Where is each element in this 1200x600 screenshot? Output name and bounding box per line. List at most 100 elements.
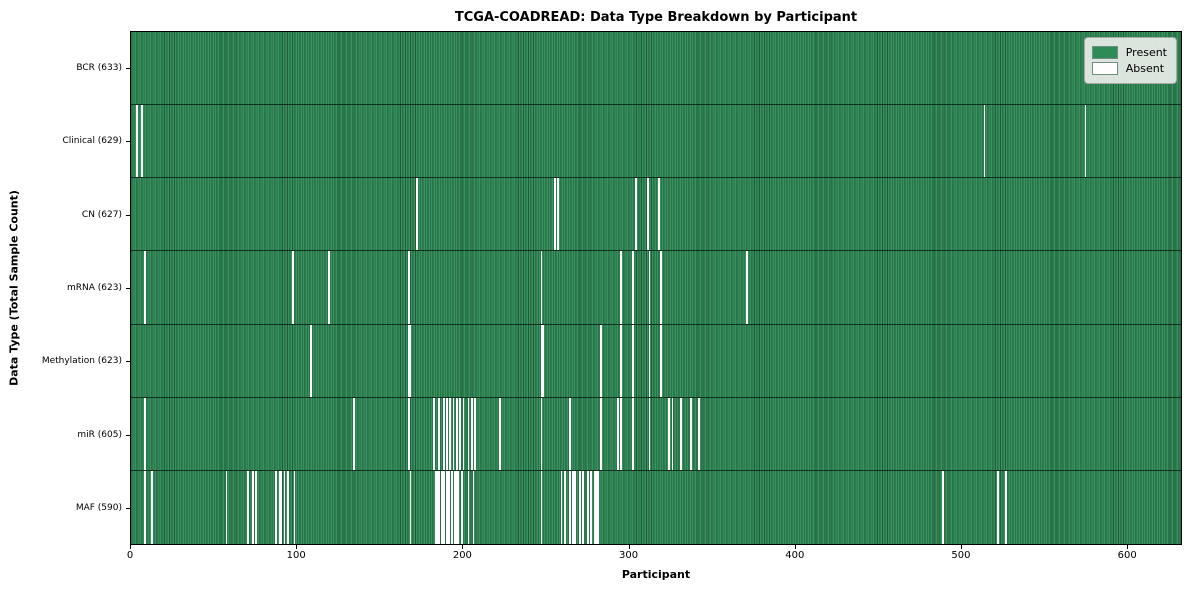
absent-bar (646, 178, 649, 251)
ytick-mark (126, 508, 130, 510)
absent-bar (451, 470, 453, 544)
absent-bar (680, 397, 682, 470)
y-axis-title: Data Type (Total Sample Count) (7, 190, 21, 386)
absent-bar (467, 397, 470, 470)
absent-bar (247, 470, 249, 544)
absent-bar (540, 470, 543, 544)
absent-bar (660, 324, 662, 397)
ytick-label-mir: miR (605) (77, 429, 122, 440)
absent-bar (474, 397, 477, 470)
absent-bar (595, 470, 598, 544)
present-swatch-icon (1091, 46, 1118, 59)
absent-bar (631, 397, 634, 470)
heatmap-row-bcr (131, 32, 1181, 106)
ytick-mark (126, 361, 130, 363)
xtick-label-300: 300 (619, 550, 639, 561)
absent-bar (563, 470, 566, 544)
heatmap-row-mir (131, 397, 1181, 471)
absent-bar (144, 470, 146, 544)
xtick-label-100: 100 (286, 550, 306, 561)
ytick-label-clinical: Clinical (629) (62, 136, 122, 147)
absent-bar (746, 251, 749, 324)
absent-bar (291, 251, 294, 324)
absent-bar (255, 470, 258, 544)
legend-entry-present: Present (1091, 46, 1167, 59)
absent-bar (283, 470, 286, 544)
absent-bar (456, 470, 458, 544)
x-axis-title: Participant (621, 568, 691, 581)
absent-bar (280, 470, 282, 544)
absent-bar (441, 470, 443, 544)
absent-bar (150, 470, 153, 544)
absent-bar (467, 470, 470, 544)
absent-swatch-icon (1091, 62, 1118, 75)
absent-bar (573, 470, 576, 544)
absent-bar (996, 470, 999, 544)
heatmap-row-cn (131, 178, 1181, 252)
absent-bar (553, 178, 556, 251)
absent-bar (434, 470, 437, 544)
ytick-label-maf: MAF (590) (75, 503, 122, 514)
ytick-label-bcr: BCR (633) (76, 62, 122, 73)
absent-bar (671, 397, 674, 470)
absent-bar (278, 470, 281, 544)
absent-bar (1084, 105, 1087, 178)
ytick-label-cn: CN (627) (81, 209, 122, 220)
absent-bar (408, 397, 410, 470)
absent-bar (600, 324, 603, 397)
xtick-mark (628, 545, 630, 549)
absent-bar (542, 324, 545, 397)
absent-bar (597, 470, 599, 544)
xtick-mark (462, 545, 464, 549)
absent-bar (286, 470, 289, 544)
absent-bar (144, 397, 146, 470)
absent-bar (635, 178, 637, 251)
legend-entry-absent: Absent (1091, 62, 1167, 75)
plot-area (130, 31, 1182, 545)
absent-bar (459, 397, 462, 470)
xtick-mark (960, 545, 962, 549)
absent-bar (617, 397, 619, 470)
absent-bar (416, 178, 418, 251)
absent-bar (578, 470, 581, 544)
absent-bar (442, 397, 445, 470)
xtick-label-0: 0 (126, 550, 134, 561)
absent-bar (437, 397, 440, 470)
absent-bar (408, 324, 410, 397)
absent-bar (540, 324, 543, 397)
absent-bar (540, 397, 543, 470)
absent-bar (462, 397, 465, 470)
absent-bar (620, 324, 623, 397)
absent-bar (572, 470, 574, 544)
absent-bar (225, 470, 228, 544)
absent-bar (461, 470, 463, 544)
ytick-label-methylation: Methylation (623) (41, 356, 122, 367)
absent-bar (252, 470, 254, 544)
absent-bar (140, 105, 143, 178)
xtick-label-200: 200 (452, 550, 472, 561)
absent-bar (560, 470, 563, 544)
absent-bar (471, 397, 473, 470)
absent-bar (293, 470, 296, 544)
absent-bar (409, 324, 412, 397)
absent-bar (568, 470, 571, 544)
absent-bar (620, 251, 623, 324)
ytick-mark (126, 214, 130, 216)
absent-bar (409, 470, 412, 544)
absent-bar (472, 470, 475, 544)
absent-bar (454, 470, 457, 544)
absent-bar (449, 397, 452, 470)
heatmap-row-mrna (131, 251, 1181, 325)
absent-bar (540, 251, 543, 324)
absent-bar (648, 251, 651, 324)
absent-bar (590, 470, 593, 544)
xtick-mark (794, 545, 796, 549)
absent-bar (942, 470, 944, 544)
absent-bar (557, 178, 559, 251)
absent-bar (631, 324, 634, 397)
absent-bar (983, 105, 986, 178)
heatmap-row-methylation (131, 324, 1181, 398)
xtick-mark (296, 545, 298, 549)
heatmap-row-maf (131, 470, 1181, 544)
